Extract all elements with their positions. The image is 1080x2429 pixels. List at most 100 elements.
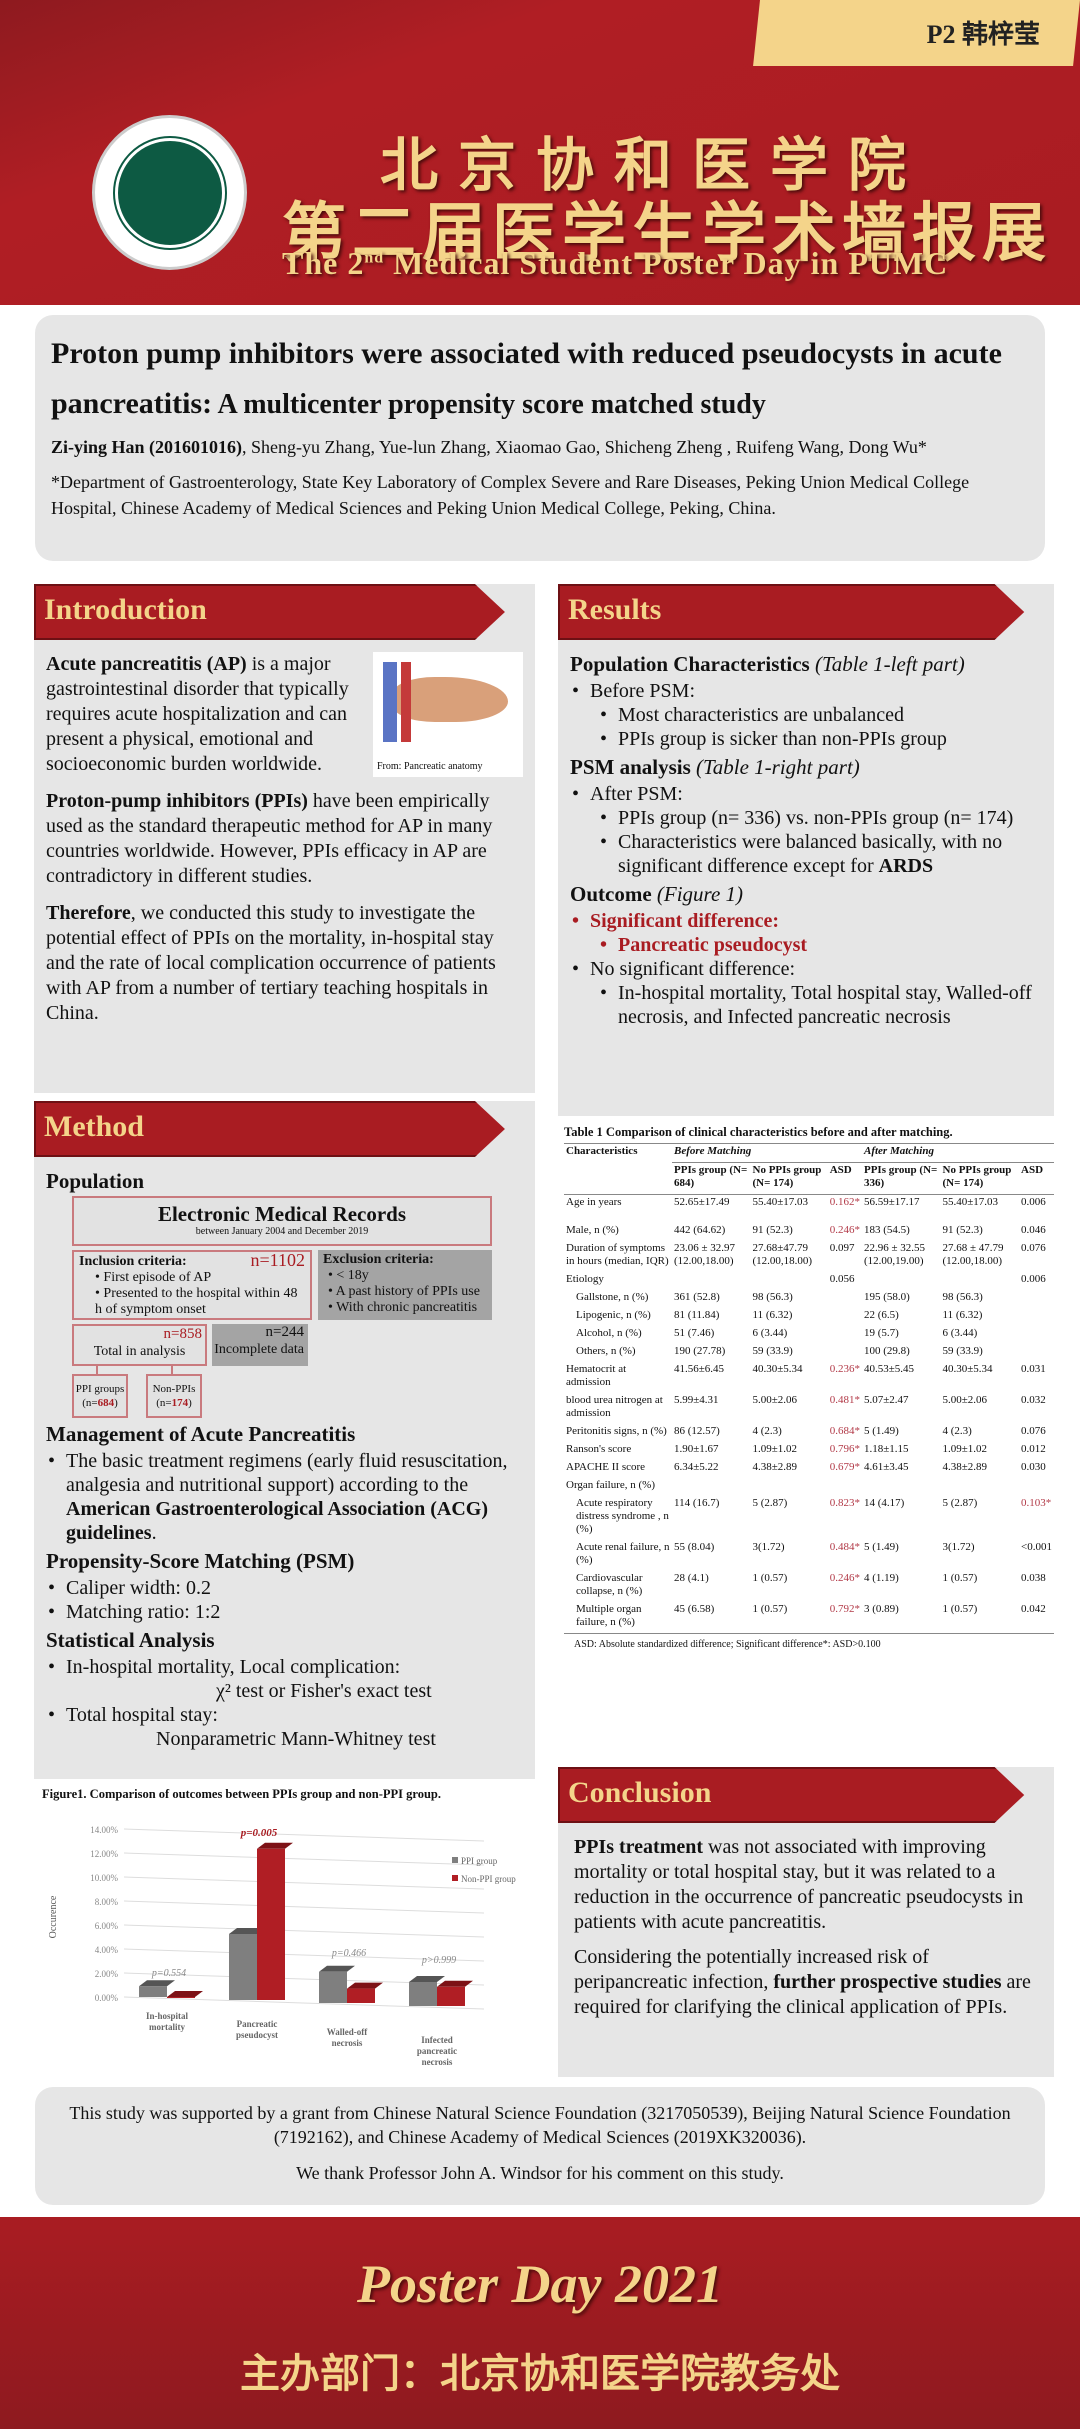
- y-tick-label: 6.00%: [95, 1921, 119, 1931]
- table-cell: 0.097: [829, 1242, 855, 1254]
- table-cell: [828, 1344, 862, 1362]
- table-cell: 23.06 ± 32.97 (12.00,18.00): [674, 1242, 736, 1267]
- table-cell: Duration of symptoms in hours (median, I…: [566, 1242, 669, 1267]
- table-cell: 183 (54.5): [863, 1224, 910, 1236]
- table-cell: [828, 1326, 862, 1344]
- table-cell: 91 (52.3): [942, 1224, 983, 1236]
- table-note: ASD: Absolute standardized difference; S…: [574, 1639, 881, 1650]
- table-cell: 5.07±2.47: [863, 1394, 909, 1406]
- column-header: ASD: [1021, 1164, 1044, 1176]
- table-cell: 81 (11.84): [674, 1309, 720, 1321]
- table-cell: 100 (29.8): [863, 1345, 910, 1357]
- outcome-bar-chart: 0.00% 2.00% 4.00% 6.00% 8.00% 10.00% 12.00% 14.…: [48, 1825, 516, 2067]
- legend-label: Non-PPI group: [461, 1874, 516, 1884]
- table-cell: 1 (0.57): [752, 1572, 788, 1584]
- table-cell: [828, 1290, 862, 1308]
- table-cell: Ranson's score: [566, 1443, 632, 1455]
- pumc-logo: [92, 115, 247, 270]
- table-cell: 1.18±1.15: [863, 1443, 909, 1455]
- method-panel: Method Population Electronic Medical Rec…: [34, 1101, 535, 1779]
- method-heading: Method: [34, 1101, 505, 1157]
- table-cell: 11 (6.32): [752, 1309, 793, 1321]
- x-tick-label: Pancreatic: [237, 2019, 278, 2029]
- table-row: Lipogenic, n (%) 81 (11.84) 11 (6.32) 22 (6…: [564, 1308, 1054, 1326]
- school-name-cn: 北京协和医学院: [380, 131, 927, 199]
- table-row: APACHE II score 6.34±5.22 4.38±2.89 0.679* 4…: [564, 1460, 1054, 1478]
- p-value-label: p=0.554: [151, 1968, 186, 1979]
- x-tick-label: necrosis: [422, 2057, 453, 2067]
- table-cell: 0.038: [1021, 1572, 1046, 1584]
- result-item: PPIs group is sicker than non-PPIs group: [598, 727, 1042, 751]
- table-row: Etiology 0.056 0.006: [564, 1272, 1054, 1290]
- intro-paragraph-2: Proton-pump inhibitors (PPIs) have been …: [46, 790, 493, 887]
- table-row: Organ failure, n (%): [564, 1478, 1054, 1496]
- table-cell: 0.246*: [829, 1224, 860, 1236]
- table-cell: APACHE II score: [566, 1461, 646, 1473]
- chart-title: Figure1. Comparison of outcomes between …: [42, 1787, 441, 1801]
- bar-top: [139, 1980, 175, 1987]
- table-cell: 5 (1.49): [863, 1425, 899, 1437]
- table-cell: 0.056: [829, 1273, 855, 1285]
- x-tick-label: mortality: [149, 2022, 185, 2032]
- table-cell: 0.032: [1021, 1394, 1046, 1406]
- table-cell: Acute renal failure, n (%): [576, 1541, 670, 1566]
- table-row: Age in years 52.65±17.49 55.40±17.03 0.162*…: [564, 1195, 1054, 1224]
- table-cell: 5.00±2.06: [942, 1394, 988, 1406]
- affiliation: *Department of Gastroenterology, State K…: [51, 472, 970, 518]
- y-tick-label: 8.00%: [95, 1897, 119, 1907]
- gridline: [123, 1924, 485, 1938]
- table-row: Acute renal failure, n (%) 55 (8.04) 3(1.7…: [564, 1540, 1054, 1571]
- table-cell: [672, 1478, 751, 1496]
- table-cell: 22.96 ± 32.55 (12.00,19.00): [863, 1242, 926, 1267]
- gridline: [123, 1852, 485, 1866]
- column-header: ASD: [829, 1164, 852, 1176]
- x-tick-label: pseudocyst: [236, 2030, 278, 2040]
- table-cell: 4.38±2.89: [942, 1461, 988, 1473]
- table-cell: Others, n (%): [576, 1345, 636, 1357]
- psm-heading: Propensity-Score Matching (PSM): [46, 1549, 355, 1573]
- poster-title: Proton pump inhibitors were associated w…: [51, 337, 1002, 420]
- bar-top: [347, 1982, 383, 1989]
- table-cell: 3(1.72): [752, 1541, 785, 1553]
- introduction-panel: Introduction From: Pancreatic anatomy Ac…: [34, 584, 535, 1093]
- table-row: blood urea nitrogen at admission 5.99±4.3…: [564, 1393, 1054, 1424]
- result-item: No significant difference:: [570, 957, 1042, 981]
- footer-organizer: 主办部门：北京协和医学院教务处: [240, 2351, 840, 2397]
- result-item: Characteristics were balanced basically,…: [598, 830, 1042, 878]
- psm-item: Caliper width: 0.2: [46, 1576, 523, 1600]
- y-tick-label: 12.00%: [90, 1849, 118, 1859]
- table-cell: [1019, 1290, 1054, 1308]
- table-cell: 442 (64.62): [674, 1224, 726, 1236]
- table-row: Duration of symptoms in hours (median, I…: [564, 1241, 1054, 1272]
- table-cell: 55 (8.04): [674, 1541, 715, 1553]
- bar-top: [257, 1842, 293, 1849]
- table-cell: 0.012: [1021, 1443, 1046, 1455]
- result-item: PPIs group (n= 336) vs. non-PPIs group (…: [598, 806, 1042, 830]
- bar-top: [437, 1980, 473, 1987]
- table-cell: [1019, 1344, 1054, 1362]
- acknowledgements: This study was supported by a grant from…: [35, 2087, 1045, 2205]
- bar-ppi-group: [139, 1986, 167, 1997]
- bar-top: [409, 1976, 445, 1982]
- table-cell: 40.30±5.34: [942, 1363, 993, 1375]
- column-header: No PPIs group (N= 174): [942, 1164, 1012, 1189]
- population-flowchart: Electronic Medical Records between Januar…: [46, 1196, 523, 1418]
- management-text: The basic treatment regimens (early flui…: [46, 1449, 523, 1545]
- table-row: Alcohol, n (%) 51 (7.46) 6 (3.44) 19 (5.7) 6…: [564, 1326, 1054, 1344]
- table-cell: 98 (56.3): [942, 1291, 983, 1303]
- table-cell: 5.00±2.06: [752, 1394, 798, 1406]
- bar-ppi-group: [409, 1982, 437, 2006]
- y-tick-label: 14.00%: [90, 1825, 118, 1835]
- p-value-label: p>0.999: [421, 1955, 456, 1966]
- title-block: Proton pump inhibitors were associated w…: [35, 315, 1045, 561]
- table-cell: [751, 1478, 828, 1496]
- conclusion-heading: Conclusion: [558, 1767, 1025, 1823]
- x-tick-label: pancreatic: [417, 2046, 457, 2056]
- column-header: PPIs group (N= 336): [863, 1164, 938, 1189]
- table-row: Hematocrit at admission 41.56±6.45 40.30±5…: [564, 1362, 1054, 1393]
- y-tick-label: 4.00%: [95, 1945, 119, 1955]
- y-axis-label: Occurence: [48, 1895, 59, 1938]
- table-cell: 3(1.72): [942, 1541, 975, 1553]
- table-cell: Multiple organ failure, n (%): [576, 1603, 642, 1628]
- bar-non-ppi-group: [167, 1997, 195, 1998]
